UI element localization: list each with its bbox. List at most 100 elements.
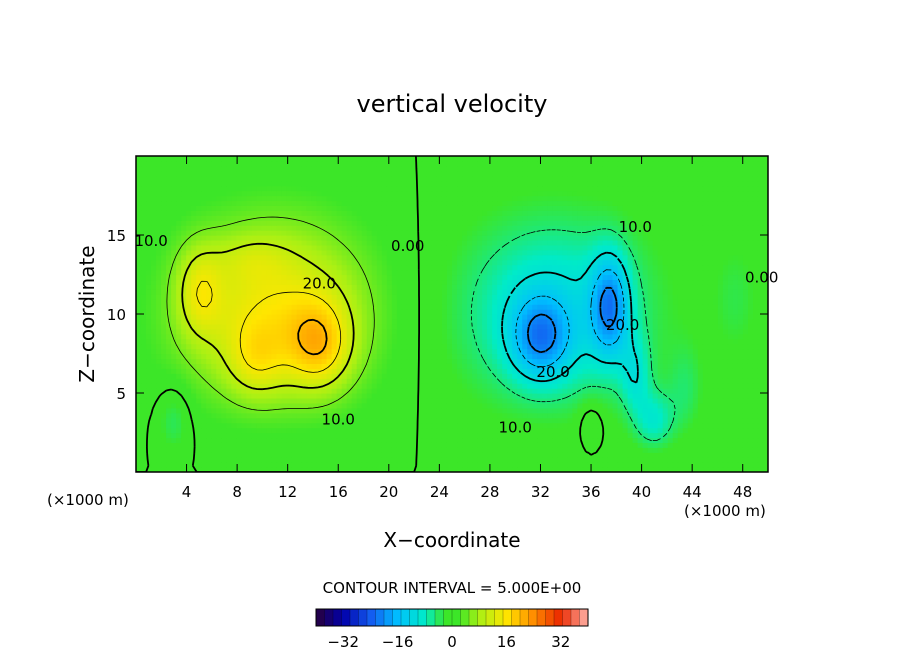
heatmap-cell (151, 388, 157, 394)
heatmap-cell (692, 432, 699, 439)
heatmap-cell (311, 333, 318, 340)
heatmap-cell (231, 442, 237, 448)
heatmap-cell (216, 373, 222, 379)
heatmap-cell (411, 289, 418, 295)
heatmap-cell (196, 358, 202, 364)
heatmap-cell (582, 437, 589, 443)
heatmap-cell (326, 294, 333, 300)
heatmap-cell (391, 388, 398, 394)
heatmap-cell (376, 358, 383, 364)
heatmap-cell (426, 338, 433, 345)
heatmap-cell (747, 343, 754, 350)
heatmap-cell (657, 422, 664, 429)
heatmap-cell (226, 333, 232, 340)
heatmap-cell (156, 314, 162, 320)
heatmap-cell (161, 299, 167, 305)
heatmap-cell (366, 402, 373, 409)
heatmap-cell (557, 368, 563, 374)
heatmap-cell (717, 437, 724, 443)
heatmap-cell (196, 338, 202, 345)
heatmap-cell (271, 457, 278, 463)
heatmap-cell (181, 358, 187, 364)
heatmap-cell (752, 314, 759, 320)
heatmap-cell (421, 314, 428, 320)
heatmap-cell (261, 412, 268, 419)
heatmap-cell (136, 402, 142, 409)
heatmap-cell (462, 284, 468, 290)
heatmap-cell (196, 289, 202, 295)
heatmap-cell (316, 309, 323, 315)
heatmap-cell (351, 338, 358, 345)
heatmap-cell (687, 373, 694, 379)
heatmap-cell (572, 412, 578, 419)
heatmap-cell (166, 442, 172, 448)
heatmap-cell (416, 417, 423, 424)
heatmap-cell (547, 299, 553, 305)
heatmap-cell (667, 437, 674, 443)
heatmap-cell (386, 299, 393, 305)
heatmap-cell (707, 422, 714, 429)
heatmap-cell (607, 304, 614, 310)
heatmap-cell (286, 358, 293, 364)
heatmap-cell (587, 432, 594, 439)
heatmap-cell (662, 442, 669, 448)
heatmap-cell (642, 383, 649, 389)
heatmap-cell (191, 299, 197, 305)
heatmap-cell (306, 427, 313, 434)
heatmap-cell (351, 358, 358, 364)
heatmap-cell (527, 388, 533, 394)
heatmap-cell (652, 279, 659, 285)
heatmap-cell (246, 343, 252, 350)
heatmap-cell (396, 462, 403, 468)
heatmap-cell (452, 378, 458, 384)
heatmap-cell (136, 378, 142, 384)
heatmap-cell (657, 388, 664, 394)
heatmap-cell (291, 422, 298, 429)
heatmap-cell (446, 343, 453, 350)
heatmap-cell (607, 363, 614, 369)
heatmap-cell (617, 397, 624, 404)
heatmap-cell (366, 427, 373, 434)
heatmap-cell (527, 442, 533, 448)
heatmap-cell (497, 462, 503, 468)
heatmap-cell (462, 328, 468, 335)
heatmap-cell (431, 314, 438, 320)
heatmap-cell (512, 299, 518, 305)
heatmap-cell (176, 363, 182, 369)
heatmap-cell (567, 328, 573, 335)
heatmap-cell (421, 457, 428, 463)
heatmap-cell (431, 353, 438, 360)
heatmap-cell (246, 299, 252, 305)
heatmap-cell (557, 294, 563, 300)
heatmap-cell (722, 279, 729, 285)
heatmap-cell (211, 333, 217, 340)
heatmap-cell (492, 383, 498, 389)
heatmap-cell (411, 368, 418, 374)
heatmap-cell (221, 323, 227, 330)
heatmap-cell (181, 447, 187, 453)
heatmap-cell (522, 289, 528, 295)
heatmap-cell (431, 447, 438, 453)
heatmap-cell (712, 299, 719, 305)
heatmap-cell (677, 318, 684, 325)
heatmap-cell (326, 309, 333, 315)
heatmap-cell (301, 294, 308, 300)
heatmap-cell (181, 299, 187, 305)
heatmap-cell (647, 427, 654, 434)
heatmap-cell (732, 422, 739, 429)
heatmap-cell (416, 393, 423, 399)
heatmap-cell (542, 279, 548, 285)
heatmap-cell (346, 442, 353, 448)
heatmap-cell (632, 368, 639, 374)
heatmap-cell (341, 318, 348, 325)
heatmap-cell (692, 343, 699, 350)
heatmap-cell (441, 368, 448, 374)
heatmap-cell (206, 318, 212, 325)
heatmap-cell (421, 274, 428, 281)
heatmap-cell (191, 348, 197, 355)
heatmap-cell (141, 304, 147, 310)
heatmap-cell (146, 388, 152, 394)
heatmap-cell (762, 353, 768, 360)
heatmap-cell (396, 447, 403, 453)
heatmap-cell (176, 318, 182, 325)
